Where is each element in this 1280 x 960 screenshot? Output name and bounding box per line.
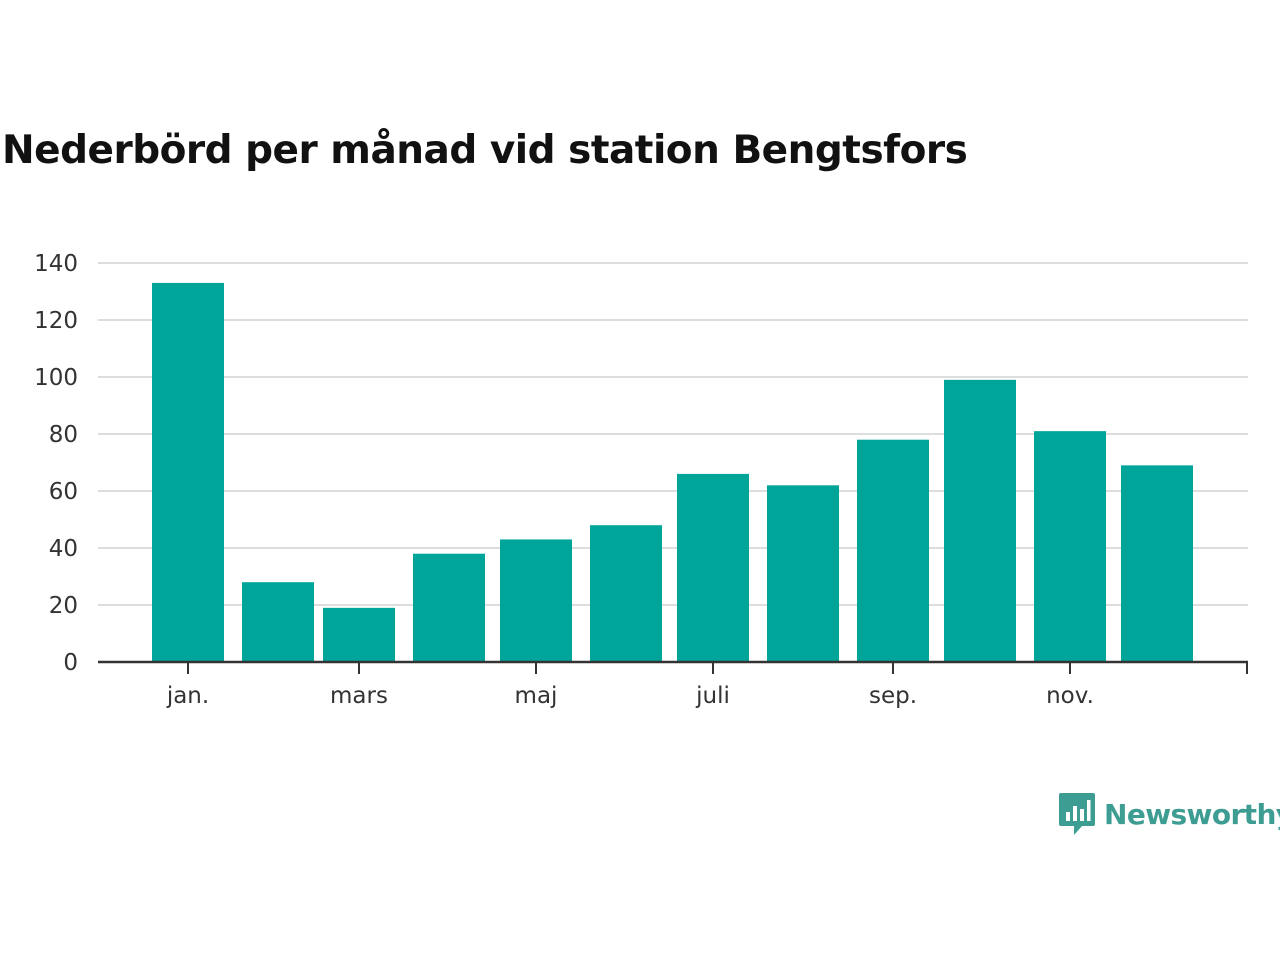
x-axis-ticks: jan. mars maj juli sep. nov.	[166, 662, 1094, 709]
y-axis-ticks: 0 20 40 60 80 100 120 140	[34, 251, 78, 676]
y-tick-label-120: 120	[34, 308, 78, 334]
x-tick-label-nov: nov.	[1046, 683, 1094, 709]
y-tick-label-40: 40	[49, 536, 78, 562]
bar-jan	[152, 282, 224, 662]
bar-aug	[767, 485, 839, 662]
y-tick-label-20: 20	[49, 593, 78, 619]
y-tick-label-60: 60	[49, 479, 78, 505]
y-tick-label-100: 100	[34, 365, 78, 391]
newsworthy-logo-icon	[1059, 793, 1095, 835]
bar-dec	[1121, 465, 1193, 662]
x-tick-label-mars: mars	[330, 683, 388, 709]
x-tick-label-maj: maj	[515, 683, 558, 709]
bar-maj	[500, 539, 572, 662]
y-tick-label-140: 140	[34, 251, 78, 277]
bar-juli	[677, 473, 749, 662]
brand-name: Newsworthy	[1104, 797, 1280, 831]
bar-okt	[944, 379, 1016, 662]
newsworthy-brand: Newsworthy	[1058, 790, 1280, 838]
y-tick-label-80: 80	[49, 422, 78, 448]
bar-feb	[242, 582, 314, 662]
bar-april	[413, 553, 485, 662]
bar-mars	[323, 607, 395, 662]
bar-sep	[857, 439, 929, 662]
x-tick-label-jan: jan.	[166, 683, 209, 709]
bars	[152, 282, 1193, 662]
bar-nov	[1034, 431, 1106, 662]
y-tick-label-0: 0	[63, 650, 78, 676]
x-tick-label-sep: sep.	[869, 683, 917, 709]
bar-juni	[590, 525, 662, 662]
x-axis	[98, 660, 1248, 674]
x-tick-label-juli: juli	[695, 683, 730, 709]
chart-title: Nederbörd per månad vid station Bengtsfo…	[2, 128, 968, 173]
